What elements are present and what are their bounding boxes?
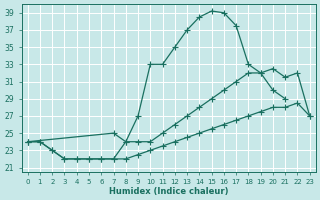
X-axis label: Humidex (Indice chaleur): Humidex (Indice chaleur): [109, 187, 228, 196]
